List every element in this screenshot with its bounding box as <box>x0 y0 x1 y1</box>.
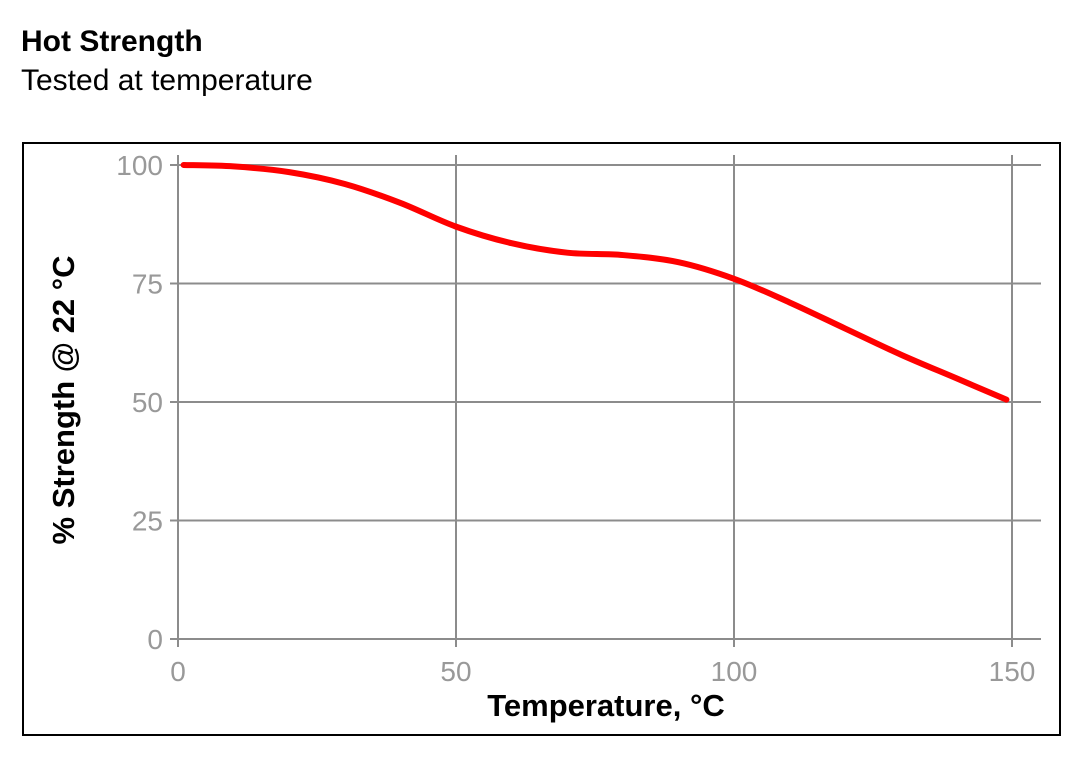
y-tick-label: 75 <box>132 269 163 300</box>
x-tick-label: 50 <box>440 656 471 687</box>
y-axis-label: % Strength @ 22 °C <box>46 256 81 545</box>
y-tick-label: 50 <box>132 387 163 418</box>
y-tick-labels: 0 25 50 75 100 <box>116 150 163 655</box>
x-tick-label: 150 <box>989 656 1036 687</box>
x-tick-labels: 0 50 100 150 <box>170 656 1035 687</box>
x-tick-label: 100 <box>711 656 758 687</box>
chart-title: Hot Strength <box>21 25 203 58</box>
y-tick-label: 100 <box>116 150 163 181</box>
chart-frame <box>22 142 1061 736</box>
series-layer <box>180 162 1010 403</box>
strength-line <box>180 162 1010 403</box>
grid-lines <box>170 155 1041 647</box>
y-tick-label: 25 <box>132 506 163 537</box>
x-axis-label: Temperature, °C <box>487 688 725 723</box>
y-tick-label: 0 <box>147 624 163 655</box>
x-tick-label: 0 <box>170 656 186 687</box>
chart-subtitle: Tested at temperature <box>21 64 313 97</box>
